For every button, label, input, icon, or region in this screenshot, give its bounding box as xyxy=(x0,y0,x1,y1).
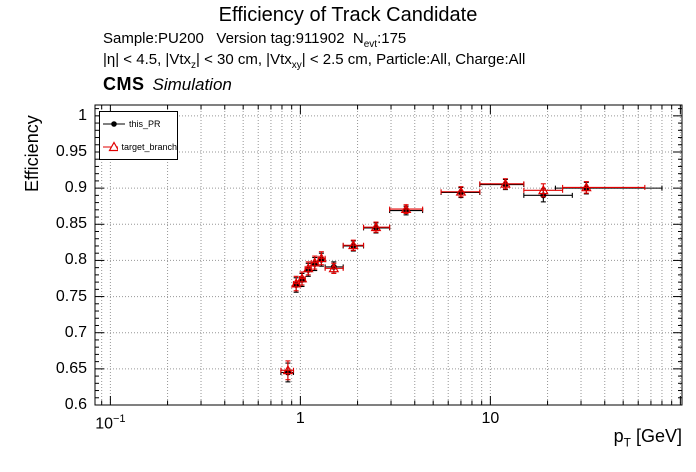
vtx-z-subscript: z xyxy=(191,60,196,71)
series-target_branch xyxy=(280,178,646,381)
sample-info-line: Sample:PU200 Version tag:911902 Nevt:175 xyxy=(103,30,406,50)
axis-ticks xyxy=(95,105,682,406)
legend-label-target-branch: target_branch xyxy=(121,142,177,153)
data-point-marker xyxy=(316,252,327,263)
x-axis-title-unit: [GeV] xyxy=(630,426,682,446)
x-axis-title-p: p xyxy=(613,426,624,446)
data-point-marker xyxy=(537,184,549,195)
grid xyxy=(95,105,682,405)
data-point-marker xyxy=(282,364,294,375)
data-point-marker xyxy=(455,186,467,196)
data-point-marker xyxy=(370,221,382,232)
legend-entry-target-branch: target_branch xyxy=(100,136,177,160)
legend-entry-this-pr: this_PR xyxy=(100,112,177,136)
legend-label-this-pr: this_PR xyxy=(129,118,161,129)
data-point-marker xyxy=(302,262,314,273)
cms-label: CMS Simulation xyxy=(103,74,232,95)
data-point-marker xyxy=(500,178,511,188)
cuts-text-2: | < 30 cm, |Vtx xyxy=(196,51,292,68)
cuts-info-line: |η| < 4.5, |Vtxz| < 30 cm, |Vtxxy| < 2.5… xyxy=(103,51,525,71)
x-axis-title: pT [GeV] xyxy=(540,426,682,450)
legend: this_PR target_branch xyxy=(99,111,178,160)
cuts-text-1: |η| < 4.5, |Vtx xyxy=(103,51,191,68)
data-point-marker xyxy=(328,262,340,273)
data-point-marker xyxy=(290,278,302,288)
page-title: Efficiency of Track Candidate xyxy=(218,4,478,26)
target-branch-marker-icon xyxy=(103,141,119,152)
plot-frame xyxy=(94,104,683,406)
vtx-xy-subscript: xy xyxy=(291,60,302,71)
cms-simulation-text: Simulation xyxy=(152,75,232,94)
data-point-marker xyxy=(347,239,359,250)
data-point-marker xyxy=(581,182,592,192)
x-axis-title-sub-t: T xyxy=(623,435,631,450)
sample-info-count: :175 xyxy=(377,30,407,47)
sample-info-text: Sample:PU200 Version tag:911902 N xyxy=(103,30,364,47)
cuts-text-3: | < 2.5 cm, Particle:All, Charge:All xyxy=(301,51,526,68)
this-pr-marker-icon xyxy=(103,120,125,127)
cms-text: CMS xyxy=(103,74,145,94)
data-point-marker xyxy=(296,273,308,283)
nevt-subscript: evt xyxy=(363,39,378,50)
data-point-marker xyxy=(400,203,412,213)
